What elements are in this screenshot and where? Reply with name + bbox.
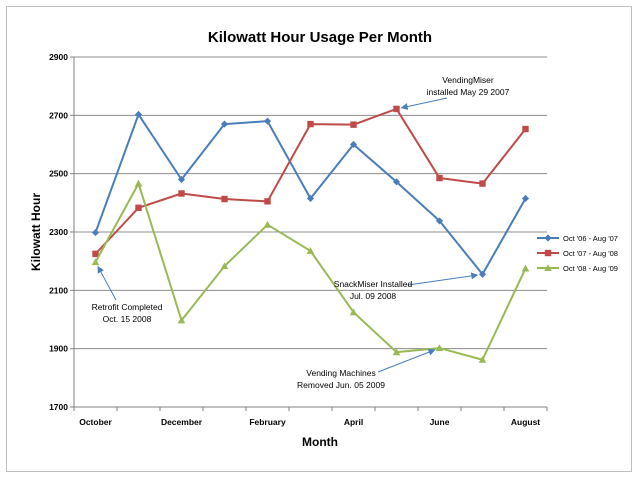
legend: Oct '06 - Aug '07 Oct '07 - Aug '08 Oct '0… — [537, 234, 618, 273]
annotation-arrow — [400, 97, 448, 110]
annotation-arrow — [377, 348, 436, 373]
data-point — [306, 247, 315, 254]
x-tick-label: June — [430, 417, 450, 427]
legend-label: Oct '07 - Aug '08 — [563, 249, 618, 258]
annotation-text: installed May 29 2007 — [427, 87, 510, 97]
legend-label: Oct '08 - Aug '09 — [563, 264, 618, 273]
data-point — [349, 308, 358, 316]
annotation-text: SnackMiser Installed — [334, 279, 413, 289]
data-point — [263, 220, 272, 228]
y-tick-label: 2700 — [49, 110, 68, 120]
annotation: VendingMiser installed May 29 2007 — [400, 75, 510, 110]
y-tick-label: 2100 — [49, 285, 68, 295]
data-point — [392, 178, 401, 186]
annotation-text: VendingMiser — [442, 75, 494, 85]
annotation-text: Jul. 09 2008 — [350, 291, 397, 301]
annotation-arrow — [407, 272, 479, 286]
data-point — [134, 110, 143, 119]
data-point — [392, 348, 401, 356]
data-point — [478, 355, 487, 363]
data-point — [178, 190, 185, 197]
legend-entry: Oct '06 - Aug '07 — [537, 234, 618, 243]
data-point — [479, 180, 486, 187]
x-tick-label: December — [161, 417, 203, 427]
series-group — [91, 105, 530, 363]
annotation-arrow — [97, 265, 117, 301]
data-point — [350, 121, 357, 128]
annotation-text: Retrofit Completed — [92, 302, 163, 312]
data-point — [478, 270, 487, 278]
data-point — [177, 175, 186, 184]
annotation-text: Vending Machines — [306, 368, 375, 378]
data-point — [92, 250, 99, 258]
data-point — [544, 264, 552, 272]
y-tick-label: 2900 — [49, 52, 68, 62]
data-point — [135, 204, 142, 211]
y-axis-title: Kilowatt Hour — [29, 193, 43, 271]
legend-label: Oct '06 - Aug '07 — [563, 234, 618, 243]
data-point — [393, 105, 400, 113]
annotation-text: Oct. 15 2008 — [103, 314, 152, 324]
x-axis-title: Month — [302, 435, 338, 449]
annotation: Retrofit Completed Oct. 15 2008 — [92, 265, 163, 324]
data-point — [221, 195, 228, 203]
data-point — [91, 258, 100, 266]
data-point — [544, 249, 552, 257]
data-point — [220, 262, 229, 270]
data-point — [306, 194, 315, 203]
series-line — [94, 182, 527, 361]
data-point — [521, 264, 530, 272]
data-point — [91, 228, 100, 237]
data-point — [544, 234, 552, 242]
series-2 — [92, 105, 529, 258]
annotations: VendingMiser installed May 29 2007 SnackMi… — [92, 75, 510, 390]
data-point — [521, 194, 530, 203]
y-tick-label: 2300 — [49, 227, 68, 237]
series-1 — [91, 110, 530, 278]
y-tick-label: 1700 — [49, 402, 68, 412]
x-tick-label: April — [344, 417, 363, 427]
data-point — [435, 217, 444, 225]
y-tick-label: 2500 — [49, 169, 68, 179]
data-point — [435, 344, 444, 352]
data-point — [177, 316, 186, 324]
data-point — [436, 174, 443, 182]
data-point — [522, 125, 529, 133]
series-3 — [91, 179, 530, 363]
x-tick-label: October — [79, 417, 112, 427]
x-tick-label: August — [511, 417, 540, 427]
gridlines: 1700 1900 2100 2300 2500 2700 2900 October Decem… — [49, 52, 548, 427]
chart-title: Kilowatt Hour Usage Per Month — [208, 29, 432, 46]
data-point — [263, 117, 272, 125]
legend-entry: Oct '08 - Aug '09 — [537, 264, 618, 273]
data-point — [264, 198, 271, 205]
y-tick-label: 1900 — [49, 344, 68, 354]
data-point — [307, 120, 314, 128]
annotation: Vending Machines Removed Jun. 05 2009 — [297, 348, 436, 390]
x-tick-label: February — [249, 417, 286, 427]
data-point — [220, 120, 229, 128]
data-point — [349, 140, 358, 149]
annotation-text: Removed Jun. 05 2009 — [297, 380, 385, 390]
annotation: SnackMiser Installed Jul. 09 2008 — [334, 272, 479, 301]
legend-entry: Oct '07 - Aug '08 — [537, 249, 618, 258]
data-point — [134, 179, 143, 187]
